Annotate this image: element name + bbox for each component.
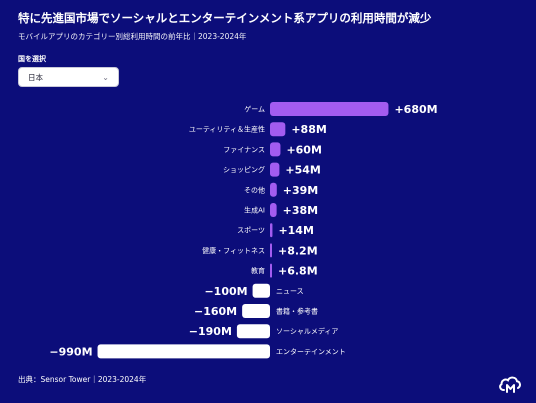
value-label: +8.2M xyxy=(278,244,318,257)
value-label: −990M xyxy=(49,345,92,358)
value-label: +39M xyxy=(283,184,318,197)
category-label: エンターテインメント xyxy=(276,347,346,356)
bar xyxy=(252,283,270,298)
value-label: +88M xyxy=(291,123,326,136)
category-label: 健康・フィットネス xyxy=(202,246,265,255)
bar xyxy=(270,223,273,238)
category-label: ファイナンス xyxy=(223,146,265,154)
chart-title: 特に先進国市場でソーシャルとエンターテインメント系アプリの利用時間が減少 xyxy=(18,11,432,25)
category-label: その他 xyxy=(244,185,265,194)
category-label: ニュース xyxy=(276,287,304,295)
value-label: −190M xyxy=(189,325,232,338)
chevron-down-icon: ⌄ xyxy=(102,72,109,82)
chart-subtitle: モバイルアプリのカテゴリー別総利用時間の前年比｜2023-2024年 xyxy=(18,32,247,41)
bar xyxy=(270,122,286,137)
category-label: ゲーム xyxy=(244,105,265,114)
value-label: +38M xyxy=(283,204,318,217)
category-label: 書籍・参考書 xyxy=(276,307,318,316)
value-label: −100M xyxy=(204,285,247,298)
bar xyxy=(270,263,272,278)
country-select[interactable]: 日本 ⌄ xyxy=(18,67,119,87)
value-label: −160M xyxy=(194,305,237,318)
value-label: +6.8M xyxy=(278,265,318,278)
category-label: 生成AI xyxy=(244,206,265,215)
bar xyxy=(270,182,277,197)
value-label: +54M xyxy=(285,164,320,177)
value-label: +14M xyxy=(278,224,313,237)
category-label: 教育 xyxy=(251,266,265,275)
bar xyxy=(236,324,270,339)
category-label: ユーティリティ＆生産性 xyxy=(189,125,265,134)
bar xyxy=(270,102,389,116)
cloud-logo-icon xyxy=(499,376,521,393)
bar xyxy=(270,203,277,217)
country-select-label: 国を選択 xyxy=(18,55,46,63)
bar xyxy=(270,243,272,258)
bar xyxy=(270,142,281,157)
value-label: +680M xyxy=(394,103,437,116)
bar xyxy=(270,162,280,177)
category-label: ソーシャルメディア xyxy=(276,327,338,336)
source-note: 出典：Sensor Tower｜2023-2024年 xyxy=(18,375,147,384)
country-select-value: 日本 xyxy=(28,72,43,82)
bar xyxy=(97,344,271,359)
value-label: +60M xyxy=(286,143,321,156)
bar xyxy=(242,304,270,318)
category-label: ショッピング xyxy=(223,165,265,174)
category-label: スポーツ xyxy=(237,227,265,235)
